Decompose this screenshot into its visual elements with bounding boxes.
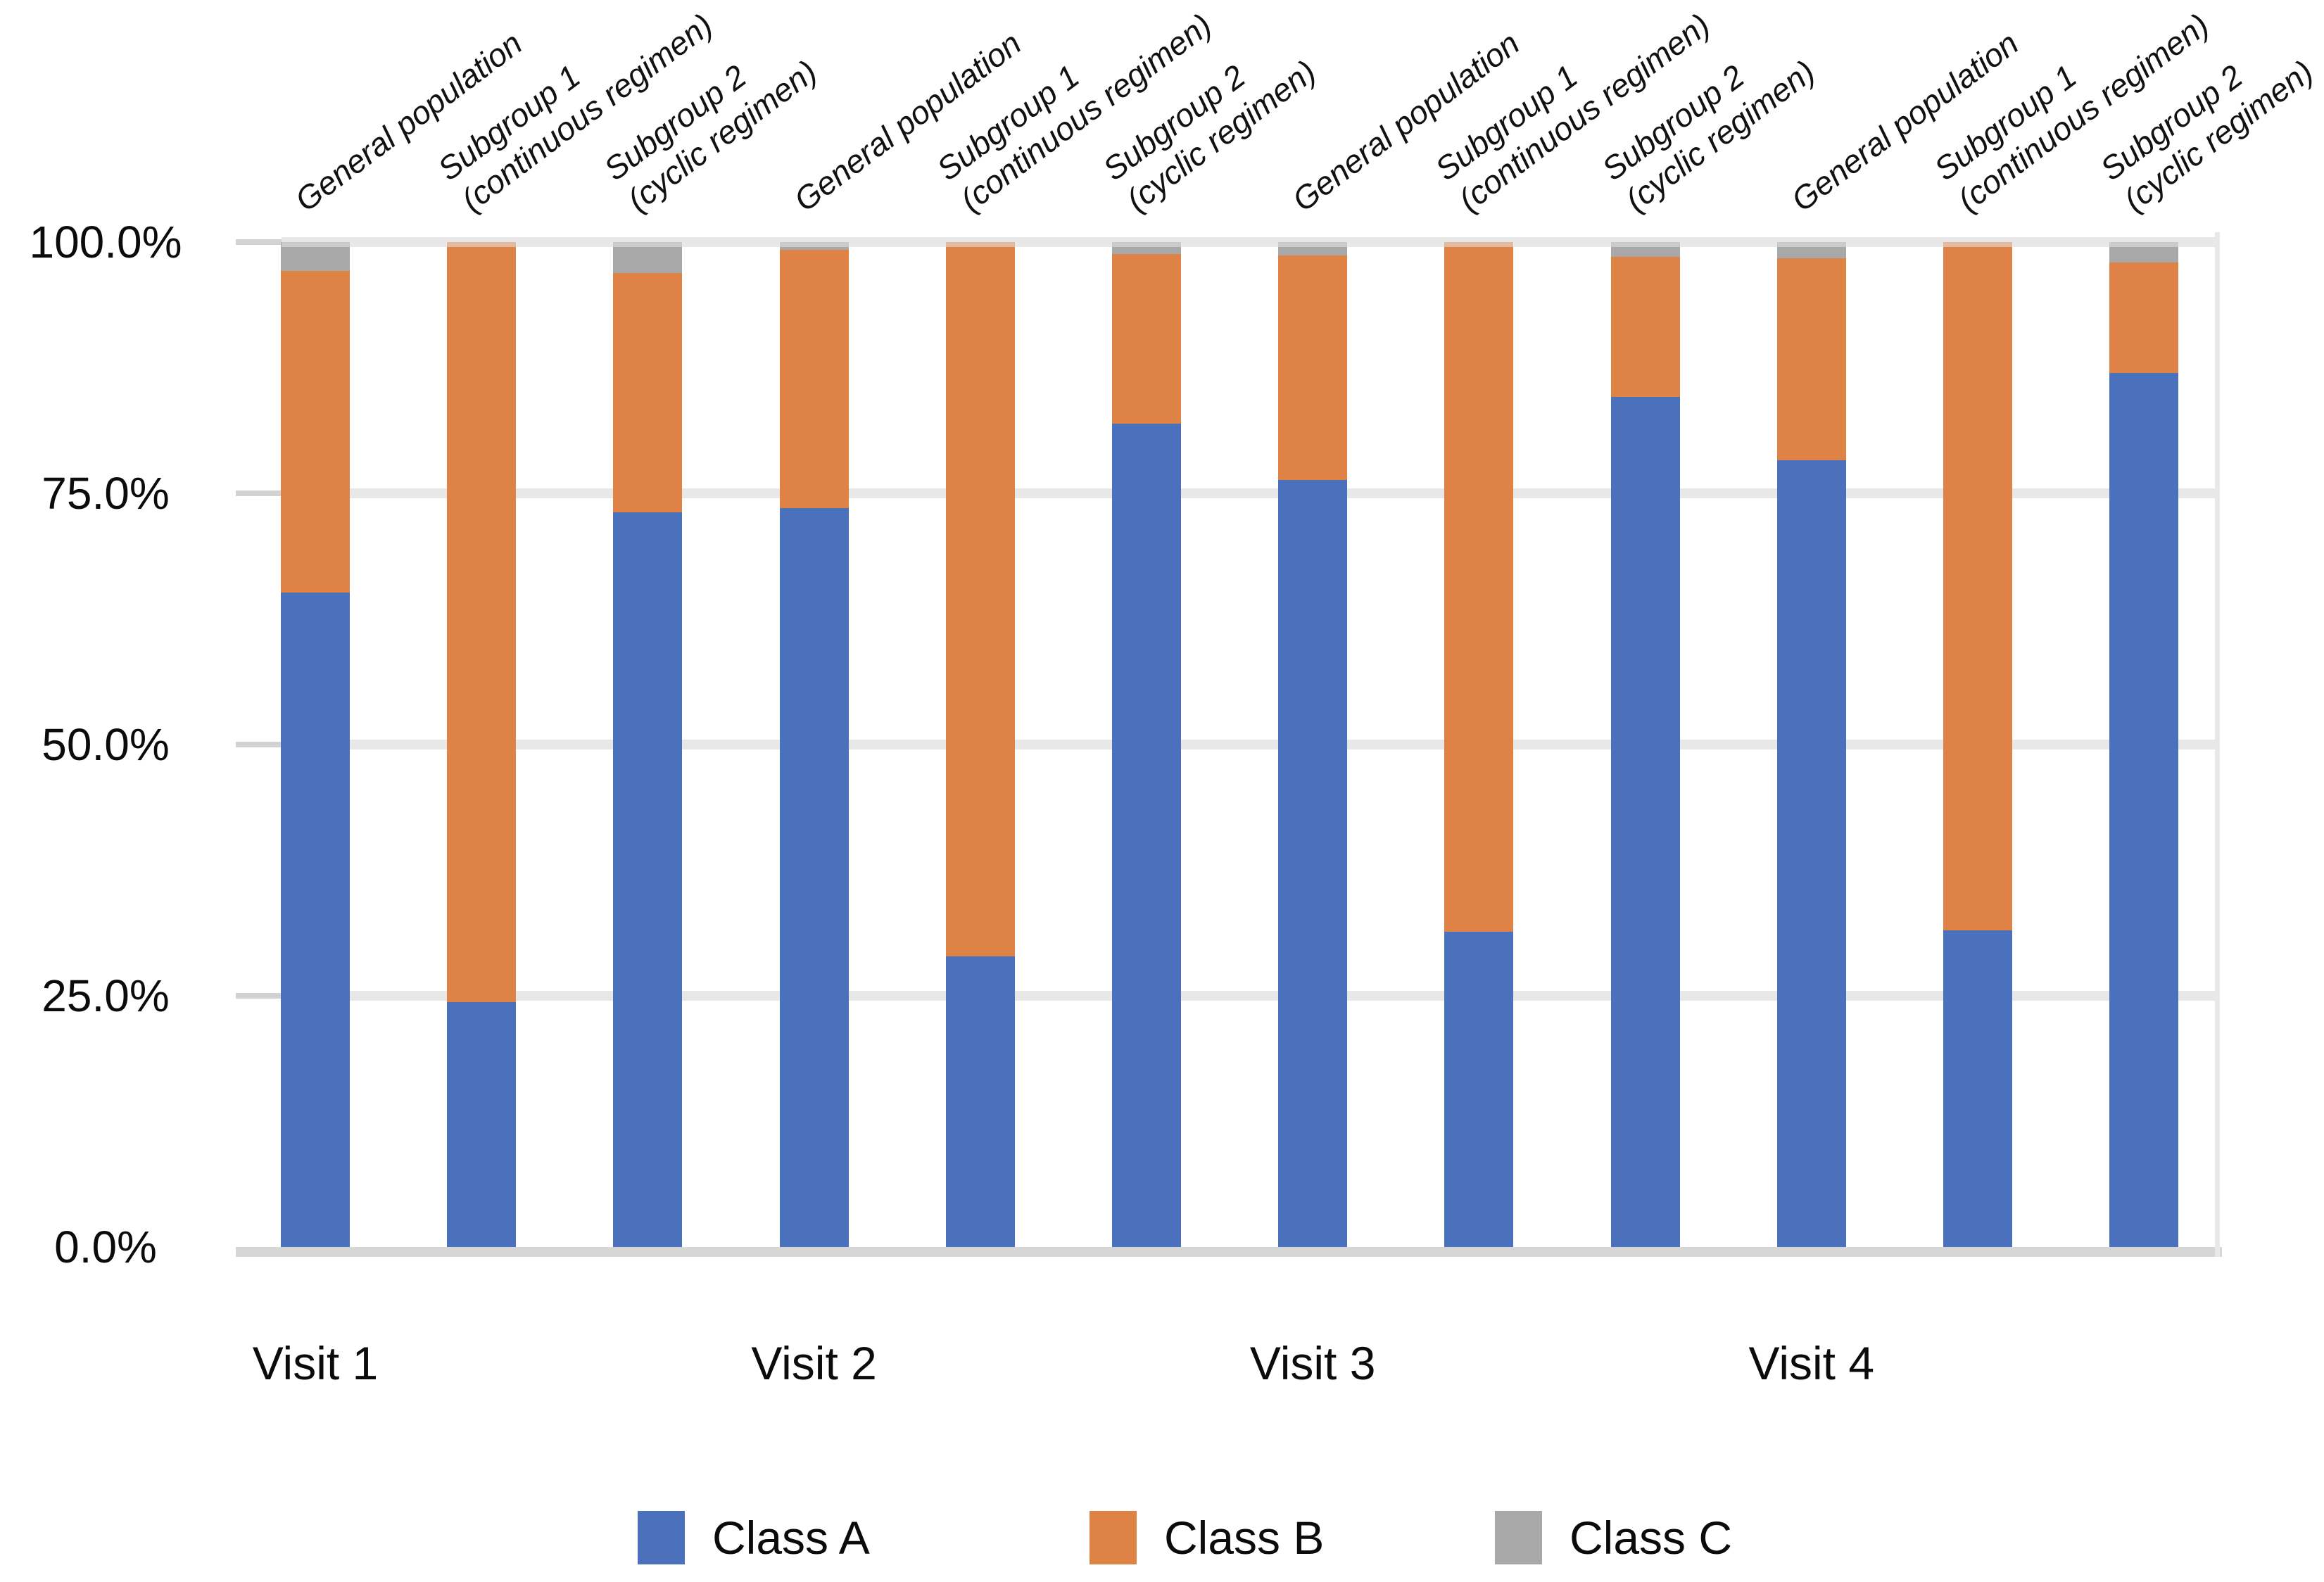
plot-right-border	[2215, 232, 2220, 1257]
bar-2	[447, 242, 517, 1247]
bar-segment-class-b	[1610, 257, 1680, 397]
bar-12	[2109, 242, 2179, 1247]
visit-label-2: Visit 2	[751, 1337, 877, 1389]
bar-4	[779, 242, 849, 1247]
visit-label-3: Visit 3	[1249, 1337, 1376, 1389]
legend-item-class-c: Class C	[1495, 1511, 1791, 1564]
legend-swatch-class-a	[638, 1511, 685, 1564]
legend-swatch-class-b	[1090, 1511, 1137, 1564]
bar-segment-class-a	[1112, 424, 1181, 1247]
bar-segment-class-a	[1610, 396, 1680, 1247]
bar-segment-class-b	[447, 242, 517, 1002]
gridline-50	[282, 740, 2215, 749]
legend-item-class-a: Class A	[638, 1511, 933, 1564]
y-axis-tick-label: 0.0%	[54, 1222, 157, 1272]
bar-segment-class-b	[1943, 242, 2012, 931]
bar-segment-class-a	[1776, 460, 1846, 1247]
bar-5	[945, 242, 1015, 1247]
bar-10	[1776, 242, 1846, 1247]
bar-segment-class-b	[945, 242, 1015, 957]
bar-segment-class-a	[1278, 480, 1348, 1247]
legend-item-class-b: Class B	[1090, 1511, 1385, 1564]
y-axis-tick-label: 25.0%	[42, 970, 170, 1021]
bar-segment-class-a	[1943, 930, 2012, 1247]
bar-segment-class-b	[779, 250, 849, 509]
legend-swatch-class-c	[1495, 1511, 1542, 1564]
bar-segment-class-a	[2109, 372, 2179, 1247]
gridline-75	[282, 488, 2215, 498]
bar-segment-class-b	[1776, 258, 1846, 460]
y-axis-tick	[236, 239, 282, 245]
gridline-100-overlay	[282, 237, 2215, 247]
bar-9	[1610, 242, 1680, 1247]
y-axis-tick	[236, 993, 282, 999]
y-axis-tick-label: 50.0%	[42, 719, 170, 770]
y-axis-tick	[236, 742, 282, 747]
bar-11	[1943, 242, 2012, 1247]
bar-6	[1112, 242, 1181, 1247]
bar-segment-class-a	[281, 593, 350, 1247]
visit-label-1: Visit 1	[252, 1337, 379, 1389]
legend-label: Class B	[1164, 1512, 1325, 1564]
gridline-25	[282, 991, 2215, 1001]
bar-8	[1444, 242, 1514, 1247]
bar-segment-class-b	[613, 273, 683, 513]
bar-segment-class-b	[281, 271, 350, 593]
bar-segment-class-a	[613, 512, 683, 1247]
x-axis-baseline	[236, 1247, 2222, 1257]
bar-segment-class-a	[779, 508, 849, 1247]
y-axis-tick	[236, 491, 282, 496]
bar-3	[613, 242, 683, 1247]
y-axis-tick-label: 100.0%	[29, 217, 182, 267]
bar-7	[1278, 242, 1348, 1247]
legend-label: Class A	[712, 1512, 870, 1564]
bar-segment-class-a	[1444, 931, 1514, 1247]
bar-segment-class-b	[1278, 255, 1348, 481]
bar-segment-class-b	[2109, 262, 2179, 373]
bar-segment-class-b	[1112, 254, 1181, 424]
bar-segment-class-b	[1444, 242, 1514, 932]
y-axis-tick-label: 75.0%	[42, 468, 170, 519]
bar-segment-class-a	[447, 1001, 517, 1247]
bar-segment-class-c	[613, 242, 683, 274]
bar-segment-class-a	[945, 956, 1015, 1247]
bar-1	[281, 242, 350, 1247]
visit-label-4: Visit 4	[1748, 1337, 1875, 1389]
legend-label: Class C	[1570, 1512, 1733, 1564]
